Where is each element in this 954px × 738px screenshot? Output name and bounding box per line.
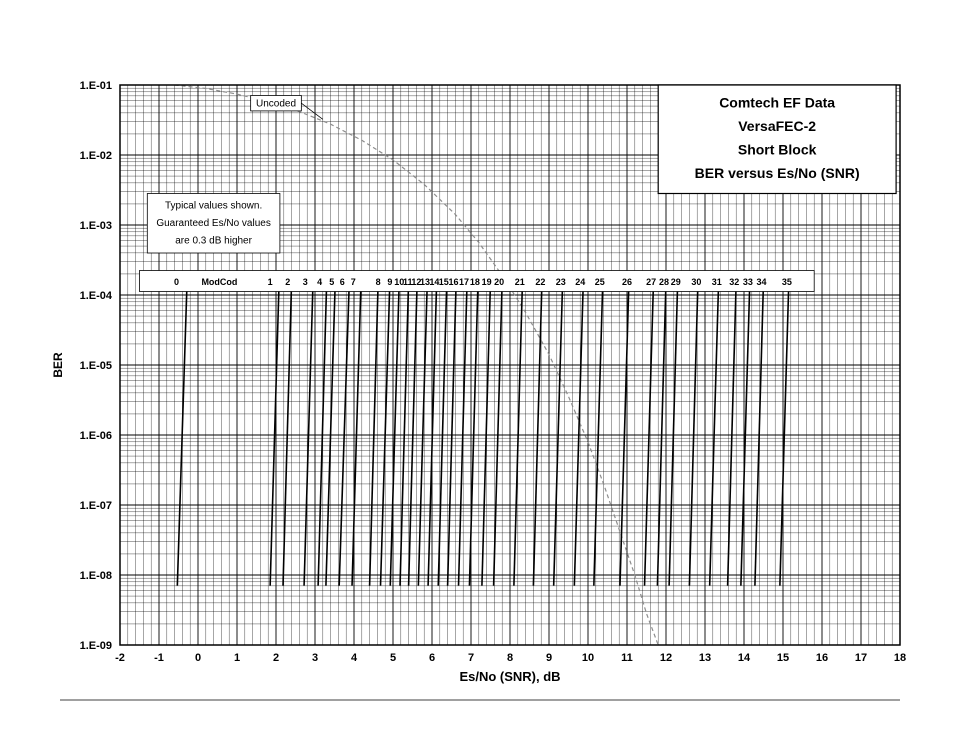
y-tick-label: 1.E-05 [80, 360, 112, 372]
note-line: are 0.3 dB higher [175, 235, 252, 246]
x-tick-label: 11 [621, 652, 633, 664]
x-tick-label: 8 [507, 652, 513, 664]
x-tick-label: 18 [894, 652, 906, 664]
x-tick-label: 2 [273, 652, 279, 664]
y-tick-label: 1.E-02 [80, 150, 112, 162]
title-line: BER versus Es/No (SNR) [695, 165, 860, 181]
x-tick-label: 16 [816, 652, 828, 664]
x-tick-label: 17 [855, 652, 867, 664]
modcod-label: 9 [387, 277, 392, 287]
modcod-label: 22 [535, 277, 545, 287]
modcod-label: 23 [556, 277, 566, 287]
modcod-label: 16 [448, 277, 458, 287]
modcod-label: 34 [757, 277, 767, 287]
x-tick-label: 10 [582, 652, 594, 664]
chart-page: { "canvas": { "w": 954, "h": 738 }, "plo… [0, 0, 954, 738]
y-tick-label: 1.E-09 [80, 640, 112, 652]
modcod-label: 27 [646, 277, 656, 287]
x-tick-label: 1 [234, 652, 240, 664]
y-tick-label: 1.E-06 [80, 430, 112, 442]
x-tick-label: 13 [699, 652, 711, 664]
modcod-label: 1 [268, 277, 273, 287]
y-axis-title: BER [51, 352, 65, 378]
x-tick-label: 12 [660, 652, 672, 664]
y-tick-label: 1.E-03 [80, 220, 112, 232]
modcod-label: 26 [622, 277, 632, 287]
y-tick-label: 1.E-01 [80, 80, 112, 92]
modcod-label: 18 [470, 277, 480, 287]
modcod-label: 15 [439, 277, 449, 287]
x-tick-label: 14 [738, 652, 751, 664]
note-line: Typical values shown. [165, 200, 262, 211]
note-line: Guaranteed Es/No values [156, 218, 271, 229]
x-tick-label: 9 [546, 652, 552, 664]
modcod-label: 35 [782, 277, 792, 287]
modcod-label: 6 [340, 277, 345, 287]
x-tick-label: 6 [429, 652, 435, 664]
uncoded-label: Uncoded [256, 98, 296, 109]
x-tick-label: -2 [115, 652, 125, 664]
modcod-label: 5 [329, 277, 334, 287]
modcod-label: 8 [376, 277, 381, 287]
modcod-label: 21 [515, 277, 525, 287]
modcod-label: 2 [285, 277, 290, 287]
x-tick-label: 15 [777, 652, 789, 664]
modcod-label: 24 [575, 277, 585, 287]
modcod-header: ModCod [201, 277, 237, 287]
title-line: Comtech EF Data [719, 94, 835, 110]
title-line: Short Block [738, 142, 817, 158]
modcod-label: 32 [729, 277, 739, 287]
modcod-label: 28 [659, 277, 669, 287]
modcod-label: 20 [494, 277, 504, 287]
modcod-label: 4 [317, 277, 322, 287]
x-tick-label: 4 [351, 652, 358, 664]
modcod-label: 17 [459, 277, 469, 287]
x-tick-label: -1 [154, 652, 164, 664]
modcod-label: 25 [595, 277, 605, 287]
modcod-label: 30 [691, 277, 701, 287]
ber-chart: -2-10123456789101112131415161718Es/No (S… [0, 0, 954, 738]
title-line: VersaFEC-2 [738, 118, 816, 134]
y-tick-label: 1.E-08 [80, 570, 112, 582]
x-tick-label: 7 [468, 652, 474, 664]
x-tick-label: 3 [312, 652, 318, 664]
x-tick-label: 0 [195, 652, 201, 664]
modcod-label: 3 [303, 277, 308, 287]
x-axis-title: Es/No (SNR), dB [459, 669, 560, 684]
modcod-label: 7 [351, 277, 356, 287]
x-tick-label: 5 [390, 652, 396, 664]
modcod-label: 29 [671, 277, 681, 287]
y-tick-label: 1.E-07 [80, 500, 112, 512]
modcod-label: 33 [743, 277, 753, 287]
modcod-label: 0 [174, 277, 179, 287]
y-tick-label: 1.E-04 [80, 290, 113, 302]
modcod-label: 19 [482, 277, 492, 287]
modcod-label: 31 [712, 277, 722, 287]
